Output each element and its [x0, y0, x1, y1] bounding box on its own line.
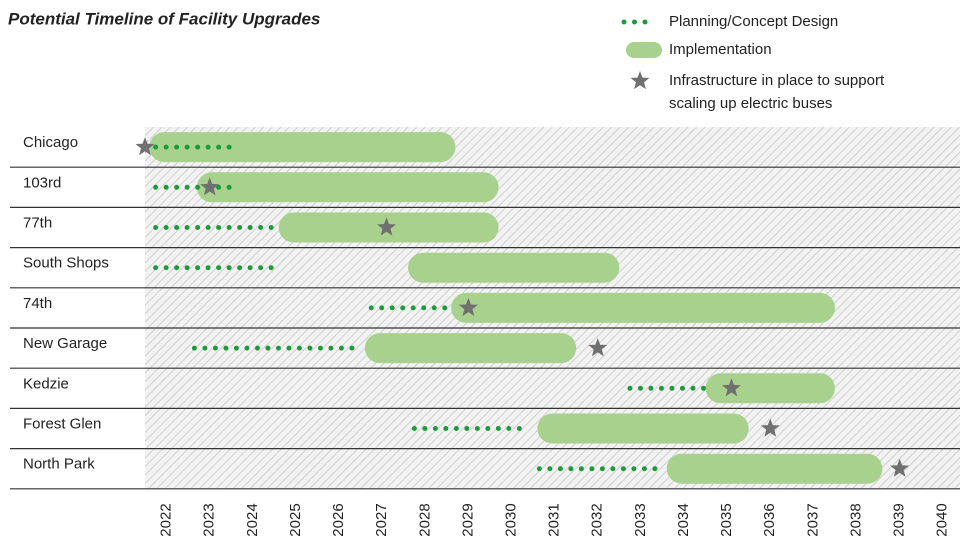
x-tick-label: 2035	[718, 503, 735, 536]
x-tick-label: 2036	[761, 503, 778, 536]
implementation-bar	[666, 453, 883, 484]
x-tick-label: 2039	[891, 503, 908, 536]
row-label: 74th	[23, 295, 52, 312]
legend-label: Planning/Concept Design	[669, 13, 838, 30]
x-tick-label: 2026	[330, 503, 347, 536]
milestone-star	[760, 418, 780, 437]
chart-title: Potential Timeline of Facility Upgrades	[8, 9, 320, 28]
x-tick-label: 2038	[847, 503, 864, 536]
legend-star	[630, 71, 650, 90]
implementation-bar	[705, 373, 835, 404]
implementation-bar	[196, 172, 499, 203]
implementation-bar	[408, 252, 620, 283]
implementation-bar	[537, 413, 749, 444]
milestone-star	[377, 217, 396, 236]
x-tick-label: 2040	[934, 503, 951, 536]
x-tick-label: 2034	[675, 503, 692, 536]
x-tick-label: 2023	[201, 503, 218, 536]
row-label: South Shops	[23, 255, 109, 272]
x-tick-label: 2027	[373, 503, 390, 536]
row-label: Kedzie	[23, 375, 69, 392]
x-tick-label: 2037	[804, 503, 821, 536]
implementation-bar	[149, 132, 456, 163]
legend-bar	[626, 42, 662, 58]
row-label: Chicago	[23, 134, 78, 151]
row-label: North Park	[23, 456, 95, 473]
milestone-star	[200, 177, 220, 196]
x-tick-label: 2032	[589, 503, 606, 536]
x-tick-label: 2025	[287, 503, 304, 536]
implementation-bar	[451, 292, 835, 323]
milestone-star	[135, 137, 155, 156]
milestone-star	[588, 338, 608, 357]
legend-label: scaling up electric buses	[669, 95, 832, 112]
legend-label: Infrastructure in place to support	[669, 72, 885, 89]
x-tick-label: 2029	[459, 503, 476, 536]
legend-label: Implementation	[669, 41, 772, 58]
milestone-star	[721, 378, 741, 397]
x-tick-label: 2033	[632, 503, 649, 536]
x-tick-label: 2030	[503, 503, 520, 536]
row-label: New Garage	[23, 335, 107, 352]
row-label: 77th	[23, 214, 52, 231]
x-tick-label: 2022	[158, 503, 175, 536]
row-label: Forest Glen	[23, 415, 101, 432]
milestone-star	[458, 297, 478, 316]
x-tick-label: 2024	[244, 503, 261, 536]
x-tick-label: 2031	[546, 503, 563, 536]
milestone-star	[890, 458, 910, 477]
row-label: 103rd	[23, 174, 61, 191]
x-tick-label: 2028	[416, 503, 433, 536]
implementation-bar	[364, 333, 577, 364]
